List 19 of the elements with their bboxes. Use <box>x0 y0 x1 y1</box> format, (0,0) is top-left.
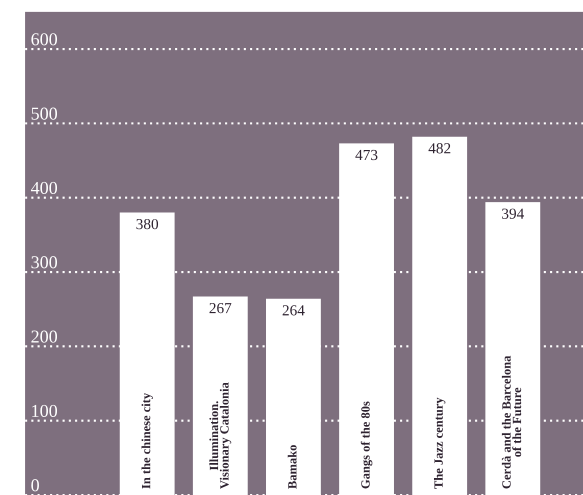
data-label: 267 <box>210 302 232 314</box>
y-tick-label: 200 <box>31 330 58 343</box>
data-label: 394 <box>502 208 524 219</box>
data-label: 264 <box>282 305 305 316</box>
data-label: 380 <box>136 218 158 230</box>
x-tick-label: Bamako <box>288 445 297 489</box>
x-tick-label: Gangs of the 80s <box>360 402 372 488</box>
y-tick-label: 500 <box>32 108 58 120</box>
data-label: 482 <box>428 143 450 154</box>
y-tick-label: 100 <box>32 404 58 418</box>
y-tick-label: 600 <box>31 33 58 46</box>
data-label: 473 <box>355 150 378 160</box>
x-tick-label: The Jazz century <box>434 398 446 489</box>
y-tick-label: 0 <box>31 479 39 492</box>
y-tick-label: 400 <box>30 182 58 194</box>
x-tick-label: Illumination. Visionary Catalonia <box>209 382 232 489</box>
y-tick-label: 300 <box>31 256 58 268</box>
x-tick-label: Cerdà and the Barcelona of the Future <box>502 356 522 488</box>
x-tick-label: In the chinese city <box>142 393 153 489</box>
